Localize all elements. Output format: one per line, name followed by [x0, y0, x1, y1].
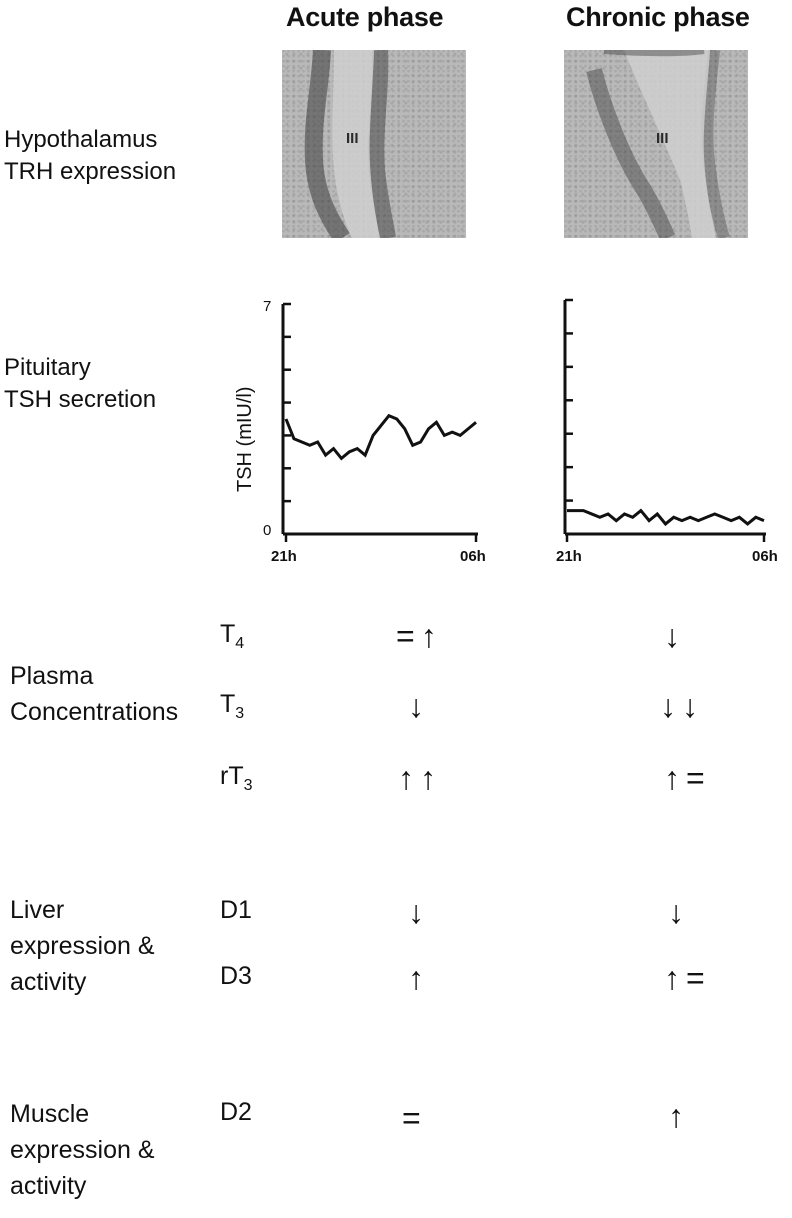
t3-chronic-change: ↓↓ — [660, 688, 704, 724]
d3-label: D3 — [220, 962, 252, 990]
chronic-phase-title: Chronic phase — [566, 2, 750, 32]
pituitary-label: Pituitary — [4, 354, 91, 381]
tsh-secretion-label: TSH secretion — [4, 386, 157, 413]
chronic-tsh-series-line — [567, 508, 765, 527]
chronic-hypothalamus-micrograph: III — [564, 50, 748, 238]
t4-label: T4 — [220, 620, 245, 652]
third-ventricle-label-acute: III — [346, 130, 359, 147]
liver-row-label: Liver expression & activity — [10, 892, 155, 1000]
hypothalamus-label: Hypothalamus — [4, 126, 158, 153]
d3-chronic-change: ↑= — [664, 960, 711, 996]
acute-y-axis-label: TSH (mIU/l) — [234, 386, 256, 492]
chronic-x-tick-end: 06h — [752, 548, 778, 565]
acute-phase-title: Acute phase — [286, 2, 444, 32]
d1-acute-change: ↓ — [408, 894, 430, 930]
acute-x-tick-end: 06h — [460, 548, 486, 565]
concentrations-label: Concentrations — [10, 698, 179, 726]
liver-label: Liver — [10, 896, 65, 924]
t4-acute-change: =↑ — [396, 618, 443, 654]
acute-y-tick-max: 7 — [263, 298, 272, 315]
hypothalamus-row-label: Hypothalamus TRH expression — [4, 124, 176, 188]
muscle-row-label: Muscle expression & activity — [10, 1096, 155, 1204]
d2-chronic-change: ↑ — [668, 1098, 690, 1134]
third-ventricle-label-chronic: III — [656, 130, 669, 147]
t4-chronic-change: ↓ — [664, 618, 686, 654]
acute-x-tick-start: 21h — [271, 548, 297, 565]
d2-acute-change: = — [402, 1100, 427, 1136]
chronic-x-tick-start: 21h — [556, 548, 582, 565]
t3-acute-change: ↓ — [408, 688, 430, 724]
acute-hypothalamus-micrograph: III — [282, 50, 466, 238]
rt3-label: rT3 — [220, 762, 253, 794]
d3-acute-change: ↑ — [408, 960, 430, 996]
liver-activity-label: activity — [10, 968, 87, 996]
d1-label: D1 — [220, 896, 252, 924]
rt3-chronic-change: ↑= — [664, 760, 711, 796]
muscle-expression-label: expression & — [10, 1136, 155, 1164]
liver-expression-label: expression & — [10, 932, 155, 960]
acute-tsh-chart — [281, 298, 766, 542]
rt3-acute-change: ↑↑ — [398, 760, 442, 796]
acute-tsh-series-line — [284, 413, 477, 461]
d1-chronic-change: ↓ — [668, 894, 690, 930]
plasma-row-label: Plasma Concentrations — [10, 658, 178, 730]
pituitary-row-label: Pituitary TSH secretion — [4, 352, 156, 416]
d2-label: D2 — [220, 1098, 252, 1126]
muscle-activity-label: activity — [10, 1172, 87, 1200]
t3-label: T3 — [220, 690, 245, 722]
muscle-label: Muscle — [10, 1100, 90, 1128]
trh-expression-label: TRH expression — [4, 158, 177, 185]
acute-y-tick-min: 0 — [263, 522, 272, 539]
plasma-label: Plasma — [10, 662, 94, 690]
